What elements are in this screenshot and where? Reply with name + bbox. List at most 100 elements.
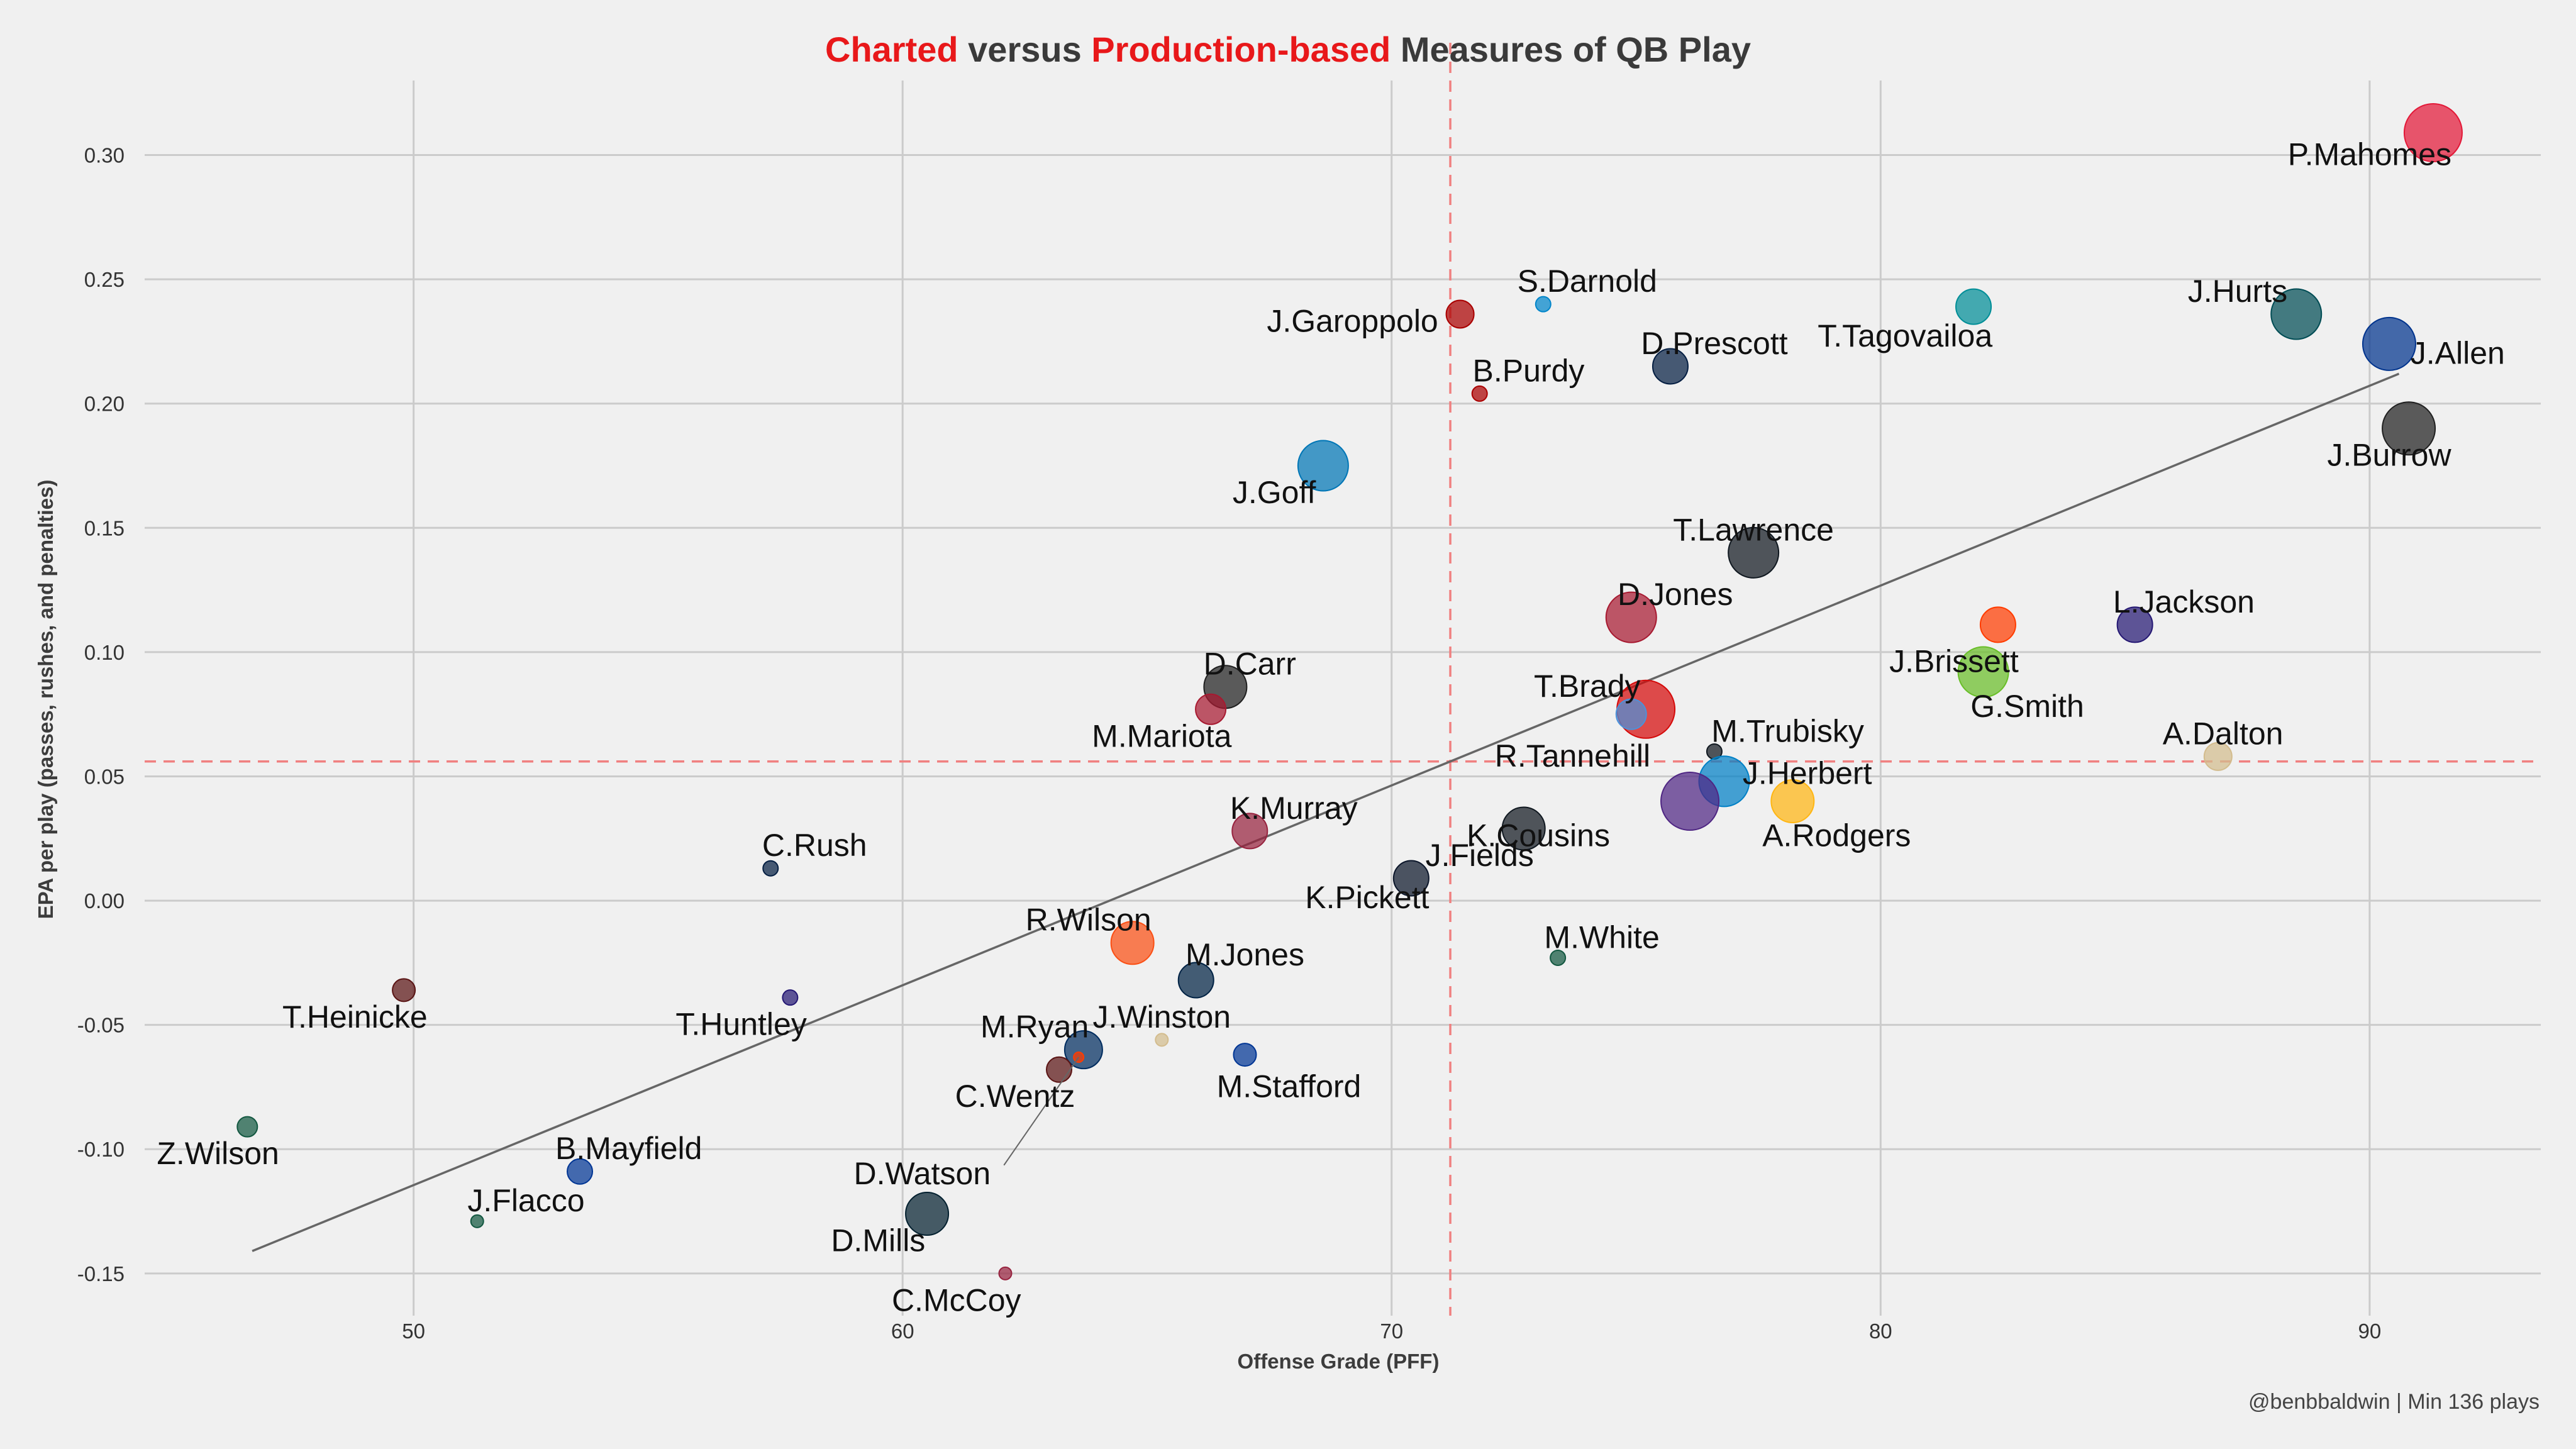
point-label: M.Trubisky	[1711, 713, 1864, 748]
point-j-garoppolo	[1445, 299, 1475, 329]
grid-lines	[145, 80, 2541, 1316]
point-j-burrow	[2382, 401, 2436, 456]
trend-line-group	[252, 372, 2400, 1252]
axis-ticks: 50 60 70 80 90 -0.15 -0.10 -0.05 0.00 0.05 0.10 0.1…	[77, 144, 2381, 1343]
point-k-cousins	[1660, 771, 1720, 831]
title-part-2: Production-based	[1091, 30, 1391, 69]
point-m-jones	[1177, 962, 1214, 999]
point-k-pickett	[1501, 806, 1546, 851]
y-tick-label: 0.15	[84, 516, 125, 540]
point-label: D.Watson	[853, 1156, 991, 1191]
point-a-dalton	[2203, 741, 2233, 771]
point-s-darnold	[1535, 296, 1552, 313]
title-part-1: versus	[958, 30, 1092, 69]
point-label: A.Rodgers	[1762, 818, 1911, 853]
point-m-white	[1550, 949, 1567, 966]
point-l-jackson	[2116, 606, 2153, 643]
point-c-mccoy	[998, 1266, 1013, 1280]
point-label: T.Huntley	[675, 1007, 806, 1042]
point-label: J.Fields	[1426, 838, 1534, 873]
y-tick-label: 0.20	[84, 392, 125, 416]
y-axis-label: EPA per play (passes, rushes, and penalt…	[34, 480, 57, 919]
point-label: J.Herbert	[1743, 756, 1872, 791]
point-label: M.Mariota	[1092, 718, 1231, 753]
x-tick-label: 80	[1869, 1319, 1892, 1343]
point-b-mayfield	[567, 1158, 594, 1185]
point-label: J.Brissett	[1889, 644, 2019, 679]
point-label: T.Heinicke	[282, 999, 428, 1035]
title-part-0: Charted	[825, 30, 958, 69]
x-axis-label: Offense Grade (PFF)	[1238, 1350, 1440, 1373]
point-t-heinicke	[392, 978, 416, 1002]
point-j-winston	[1155, 1033, 1169, 1047]
point-m-stafford	[1233, 1043, 1257, 1067]
point-label: R.Tannehill	[1495, 738, 1650, 774]
point-t-tagovailoa	[1955, 288, 1992, 325]
point-r-wilson	[1110, 921, 1155, 965]
point-j-flacco	[470, 1214, 484, 1228]
point-d-mills	[905, 1191, 950, 1236]
title-part-3: Measures of QB Play	[1391, 30, 1751, 69]
point-label: J.Burrow	[2327, 438, 2451, 473]
chart-caption: @benbbaldwin | Min 136 plays	[2248, 1390, 2540, 1414]
y-tick-label: -0.15	[77, 1262, 125, 1285]
reference-lines	[145, 43, 2541, 1316]
y-tick-label: -0.05	[77, 1014, 125, 1037]
point-label: C.Rush	[762, 828, 867, 863]
point-d-prescott	[1652, 348, 1689, 385]
point-label: J.Hurts	[2188, 274, 2287, 309]
point-label: B.Purdy	[1473, 353, 1585, 388]
point-label: M.Ryan	[980, 1009, 1089, 1045]
point-label: T.Brady	[1534, 669, 1641, 704]
point-g-smith	[1957, 646, 2009, 698]
x-tick-label: 50	[402, 1319, 425, 1343]
point-t-huntley	[782, 989, 799, 1006]
point-label: J.Garoppolo	[1267, 303, 1438, 338]
y-tick-label: 0.10	[84, 641, 125, 664]
point-label: J.Goff	[1233, 475, 1316, 510]
y-tick-label: 0.05	[84, 765, 125, 788]
point-label: D.Jones	[1618, 577, 1733, 612]
point-label: J.Allen	[2411, 336, 2505, 371]
point-k-murray	[1231, 813, 1269, 850]
y-tick-label: 0.25	[84, 268, 125, 291]
point-label: J.Winston	[1093, 999, 1231, 1035]
point-label: P.Mahomes	[2288, 137, 2451, 172]
point-label: C.Wentz	[955, 1079, 1075, 1114]
point-p-mahomes	[2403, 103, 2463, 162]
x-tick-label: 60	[891, 1319, 914, 1343]
point-z-wilson	[236, 1116, 258, 1138]
point-j-goff	[1297, 440, 1349, 492]
x-tick-label: 90	[2358, 1319, 2381, 1343]
point-label: K.Pickett	[1305, 880, 1429, 915]
point-j-fields	[1392, 860, 1430, 897]
trend-line	[252, 372, 2400, 1252]
point-label: K.Murray	[1230, 791, 1358, 826]
point-label: R.Wilson	[1026, 902, 1152, 938]
point-labels: P.Mahomes J.Hurts J.Allen J.Burrow T.Tagovai…	[157, 137, 2504, 1318]
point-label: L.Jackson	[2113, 584, 2255, 619]
point-label: D.Prescott	[1641, 326, 1788, 361]
point-label: T.Tagovailoa	[1818, 318, 1992, 353]
y-tick-label: 0.30	[84, 144, 125, 167]
point-b-purdy	[1471, 385, 1488, 402]
point-d-jones	[1605, 591, 1657, 643]
point-m-mariota	[1195, 693, 1227, 725]
label-leader-line	[1003, 1057, 1079, 1166]
x-tick-label: 70	[1380, 1319, 1403, 1343]
point-j-hurts	[2270, 288, 2323, 340]
point-label: D.Mills	[831, 1223, 925, 1258]
y-tick-label: -0.10	[77, 1138, 125, 1161]
point-label: M.Jones	[1185, 937, 1304, 972]
point-label: D.Carr	[1204, 647, 1296, 682]
point-label: B.Mayfield	[555, 1131, 702, 1166]
point-label: G.Smith	[1970, 689, 2084, 724]
point-label: C.McCoy	[892, 1282, 1021, 1318]
point-label: A.Dalton	[2163, 716, 2284, 751]
chart-title: Charted versus Production-based Measures…	[825, 30, 1751, 69]
point-label: T.Lawrence	[1673, 512, 1834, 547]
point-label: K.Cousins	[1467, 818, 1610, 853]
y-tick-label: 0.00	[84, 889, 125, 913]
